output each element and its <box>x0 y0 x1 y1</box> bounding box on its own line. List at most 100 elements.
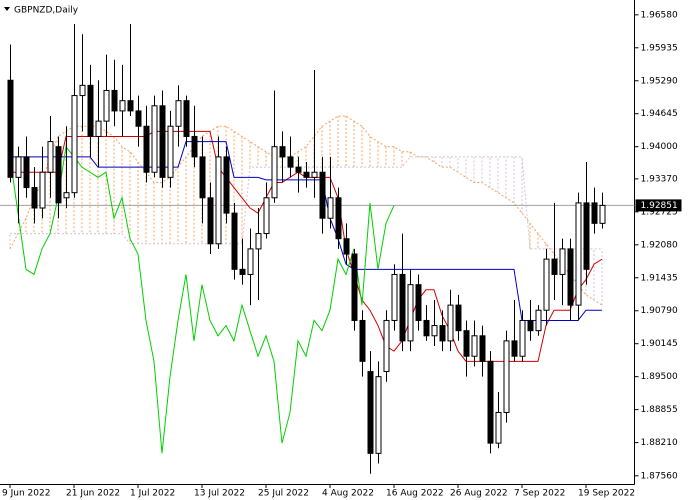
candle-body <box>559 248 566 275</box>
candle-body <box>471 335 478 357</box>
candle-body <box>599 204 606 224</box>
candle-body <box>543 258 550 311</box>
candle-body <box>127 100 134 112</box>
candle-body <box>495 411 502 444</box>
candle-body <box>55 146 62 204</box>
candle-body <box>279 146 286 158</box>
candle-body <box>95 120 102 137</box>
candle-body <box>519 319 526 357</box>
candle-body <box>119 100 126 112</box>
candle-body <box>407 284 414 342</box>
candle-body <box>239 268 246 275</box>
y-tick-label: 1.95290 <box>641 76 678 86</box>
candle-body <box>503 340 510 413</box>
y-tick-label: 1.94645 <box>641 109 678 119</box>
menu-arrow[interactable] <box>4 7 10 11</box>
x-tick-label: 4 Aug 2022 <box>322 489 374 499</box>
candle-body <box>343 238 350 255</box>
candle-body <box>151 105 158 173</box>
candle-body <box>583 202 590 270</box>
x-tick-label: 13 Jul 2022 <box>194 489 245 499</box>
chart-title: GBPNZD,Daily <box>14 6 79 16</box>
candle-body <box>135 110 142 127</box>
candle-body <box>7 79 14 178</box>
x-tick-label: 25 Jul 2022 <box>258 489 309 499</box>
y-tick-label: 1.92080 <box>641 240 678 250</box>
candle-body <box>295 166 302 173</box>
price-label: 1.92851 <box>641 201 678 211</box>
candle-body <box>87 84 94 137</box>
y-tick-label: 1.91435 <box>641 273 678 283</box>
candle-body <box>431 325 438 337</box>
candle-body <box>103 89 110 122</box>
y-tick-label: 1.87560 <box>641 471 678 481</box>
candle-body <box>303 171 310 178</box>
y-tick-label: 1.93370 <box>641 174 678 184</box>
y-tick-label: 1.96580 <box>641 10 678 20</box>
y-tick-label: 1.95935 <box>641 43 678 53</box>
candle-body <box>255 233 262 250</box>
candle-body <box>527 319 534 332</box>
x-tick-label: 9 Jun 2022 <box>2 489 50 499</box>
candle-body <box>335 197 342 240</box>
y-tick-label: 1.90790 <box>641 306 678 316</box>
candle-body <box>271 146 278 199</box>
x-tick-label: 1 Jul 2022 <box>130 489 175 499</box>
candle-body <box>231 212 238 270</box>
candle-body <box>175 100 182 127</box>
x-tick-label: 19 Sep 2022 <box>578 489 635 499</box>
x-tick-label: 26 Aug 2022 <box>450 489 508 499</box>
x-tick-label: 21 Jun 2022 <box>66 489 120 499</box>
candle-body <box>183 100 190 137</box>
candle-body <box>63 192 70 199</box>
y-tick-label: 1.94000 <box>641 142 678 152</box>
candle-body <box>367 371 374 454</box>
candle-body <box>423 319 430 337</box>
y-tick-label: 1.89500 <box>641 372 678 382</box>
candle-body <box>39 171 46 209</box>
candle-body <box>575 202 582 306</box>
candle-body <box>511 340 518 357</box>
candle-body <box>375 376 382 454</box>
candle-body <box>567 248 574 306</box>
candle-body <box>311 171 318 178</box>
candle-body <box>327 197 334 219</box>
candle-body <box>287 156 294 168</box>
candle-body <box>23 156 30 189</box>
candle-body <box>167 125 174 178</box>
candle-body <box>199 156 206 199</box>
candle-body <box>535 309 542 332</box>
candle-body <box>111 89 118 112</box>
cloud-edge <box>9 115 603 306</box>
cloud-edge <box>10 156 602 250</box>
candle-body <box>159 105 166 178</box>
candle-body <box>15 156 22 178</box>
candle-body <box>591 202 598 224</box>
candle-body <box>551 258 558 275</box>
candle-body <box>447 304 454 342</box>
candle-body <box>319 171 326 219</box>
candle-body <box>47 141 54 173</box>
y-tick-label: 1.92725 <box>641 207 678 217</box>
candle-body <box>351 253 358 321</box>
candle-body <box>479 335 486 362</box>
candle-body <box>463 330 470 357</box>
y-tick-label: 1.88210 <box>641 438 678 448</box>
candle-body <box>415 284 422 321</box>
candle-body <box>79 84 86 97</box>
candle-body <box>191 135 198 158</box>
candle-body <box>71 95 78 194</box>
candle-body <box>439 325 446 342</box>
x-tick-label: 7 Sep 2022 <box>514 489 565 499</box>
candle-body <box>455 304 462 332</box>
candle-body <box>215 156 222 245</box>
candle-body <box>359 319 366 362</box>
candle-body <box>207 197 214 245</box>
candle-body <box>31 187 38 209</box>
candle-body <box>223 156 230 214</box>
price-label-box <box>635 199 682 212</box>
candle-body <box>143 125 150 173</box>
y-tick-label: 1.88855 <box>641 405 678 415</box>
